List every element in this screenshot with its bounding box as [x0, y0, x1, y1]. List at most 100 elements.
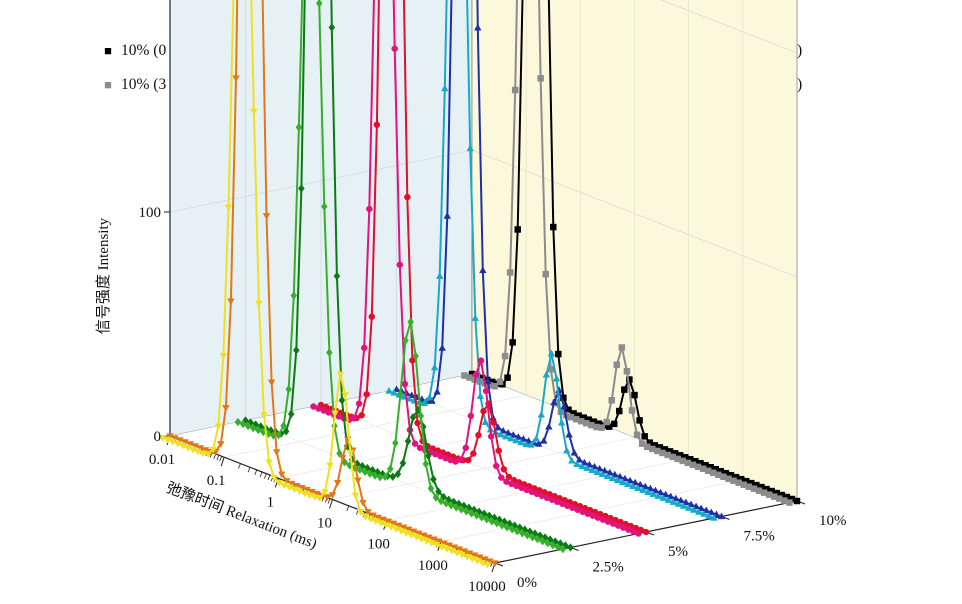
data-point: [373, 121, 381, 128]
data-point: [493, 518, 501, 528]
data-point: [542, 370, 551, 378]
data-point: [338, 395, 346, 405]
data-point: [611, 470, 619, 478]
data-point: [488, 516, 496, 526]
data-point: [385, 386, 393, 394]
data-point: [424, 451, 432, 461]
data-point: [684, 504, 693, 511]
data-point: [642, 528, 650, 536]
data-point: [478, 559, 487, 567]
data-point: [435, 487, 442, 496]
data-point: [540, 436, 548, 444]
data-point: [623, 367, 631, 375]
data-point: [600, 466, 609, 474]
data-point: [358, 412, 365, 419]
data-point: [369, 512, 377, 520]
data-point: [381, 472, 389, 482]
data-point: [379, 516, 388, 524]
data-point: [250, 108, 258, 116]
data-point: [326, 348, 333, 357]
data-point: [481, 556, 489, 564]
data-point: [290, 486, 299, 494]
data-point: [514, 433, 523, 440]
data-point: [636, 417, 643, 424]
data-point: [628, 407, 636, 414]
data-point: [467, 412, 475, 420]
x-minor-tick: [216, 454, 220, 461]
data-point: [559, 544, 567, 554]
data-point: [666, 492, 675, 500]
x-minor-tick: [321, 496, 325, 502]
data-point: [285, 484, 294, 492]
data-point: [219, 352, 228, 360]
data-point: [397, 389, 404, 399]
data-point: [639, 486, 647, 493]
data-point: [447, 501, 455, 510]
data-point: [417, 536, 426, 543]
data-point: [606, 468, 614, 476]
data-point: [557, 418, 566, 426]
data-point: [438, 344, 446, 351]
data-point: [376, 472, 384, 482]
data-point: [547, 349, 556, 357]
data-point: [280, 482, 289, 490]
z-tick-label: 2.5%: [593, 560, 624, 576]
data-point: [277, 471, 286, 479]
data-point: [321, 489, 329, 496]
data-point: [409, 412, 417, 422]
series-0-0-f-t-cycle: [166, 0, 499, 568]
data-point: [616, 407, 623, 415]
data-point: [452, 503, 460, 512]
data-point: [700, 509, 708, 517]
data-point: [517, 438, 525, 446]
data-point: [445, 542, 454, 550]
data-point: [290, 291, 298, 300]
data-point: [425, 393, 434, 401]
data-point: [537, 75, 544, 82]
data-point: [422, 538, 431, 545]
data-point: [466, 144, 474, 152]
data-point: [448, 548, 456, 555]
data-point: [705, 511, 713, 519]
data-point: [336, 449, 343, 458]
data-point: [562, 446, 571, 454]
data-point: [377, 520, 385, 527]
data-point: [793, 497, 801, 505]
data-point: [679, 502, 688, 509]
data-point: [265, 459, 273, 467]
data-point: [651, 486, 660, 494]
data-point: [440, 540, 448, 548]
data-point: [186, 441, 195, 449]
z-tick-label: 0%: [517, 575, 537, 591]
data-point: [239, 419, 247, 429]
data-point: [433, 387, 441, 395]
data-point: [481, 418, 490, 425]
data-point: [397, 528, 405, 535]
data-point: [460, 548, 469, 556]
data-point: [573, 460, 581, 467]
series-2-5-3-f-t-cycle: [234, 0, 567, 554]
y-tick-label: 0: [154, 429, 162, 445]
data-point: [363, 391, 370, 398]
data-point: [636, 480, 644, 488]
data-point: [458, 551, 466, 559]
data-point: [415, 530, 423, 538]
data-point: [441, 84, 449, 92]
data-point: [514, 226, 521, 233]
data-point: [482, 387, 490, 395]
data-point: [567, 543, 574, 552]
data-point: [633, 431, 641, 439]
data-point: [672, 494, 680, 502]
data-point: [374, 514, 382, 522]
data-point: [300, 490, 309, 498]
data-point: [435, 538, 443, 546]
square-marker-icon: ■: [104, 77, 112, 92]
data-point: [682, 498, 690, 506]
series-5-3-f-t-cycle: [310, 0, 642, 537]
data-point: [468, 555, 476, 563]
data-point: [408, 391, 416, 399]
data-point: [249, 423, 257, 433]
data-point: [450, 544, 459, 552]
data-point: [350, 415, 358, 422]
data-point: [184, 444, 192, 452]
